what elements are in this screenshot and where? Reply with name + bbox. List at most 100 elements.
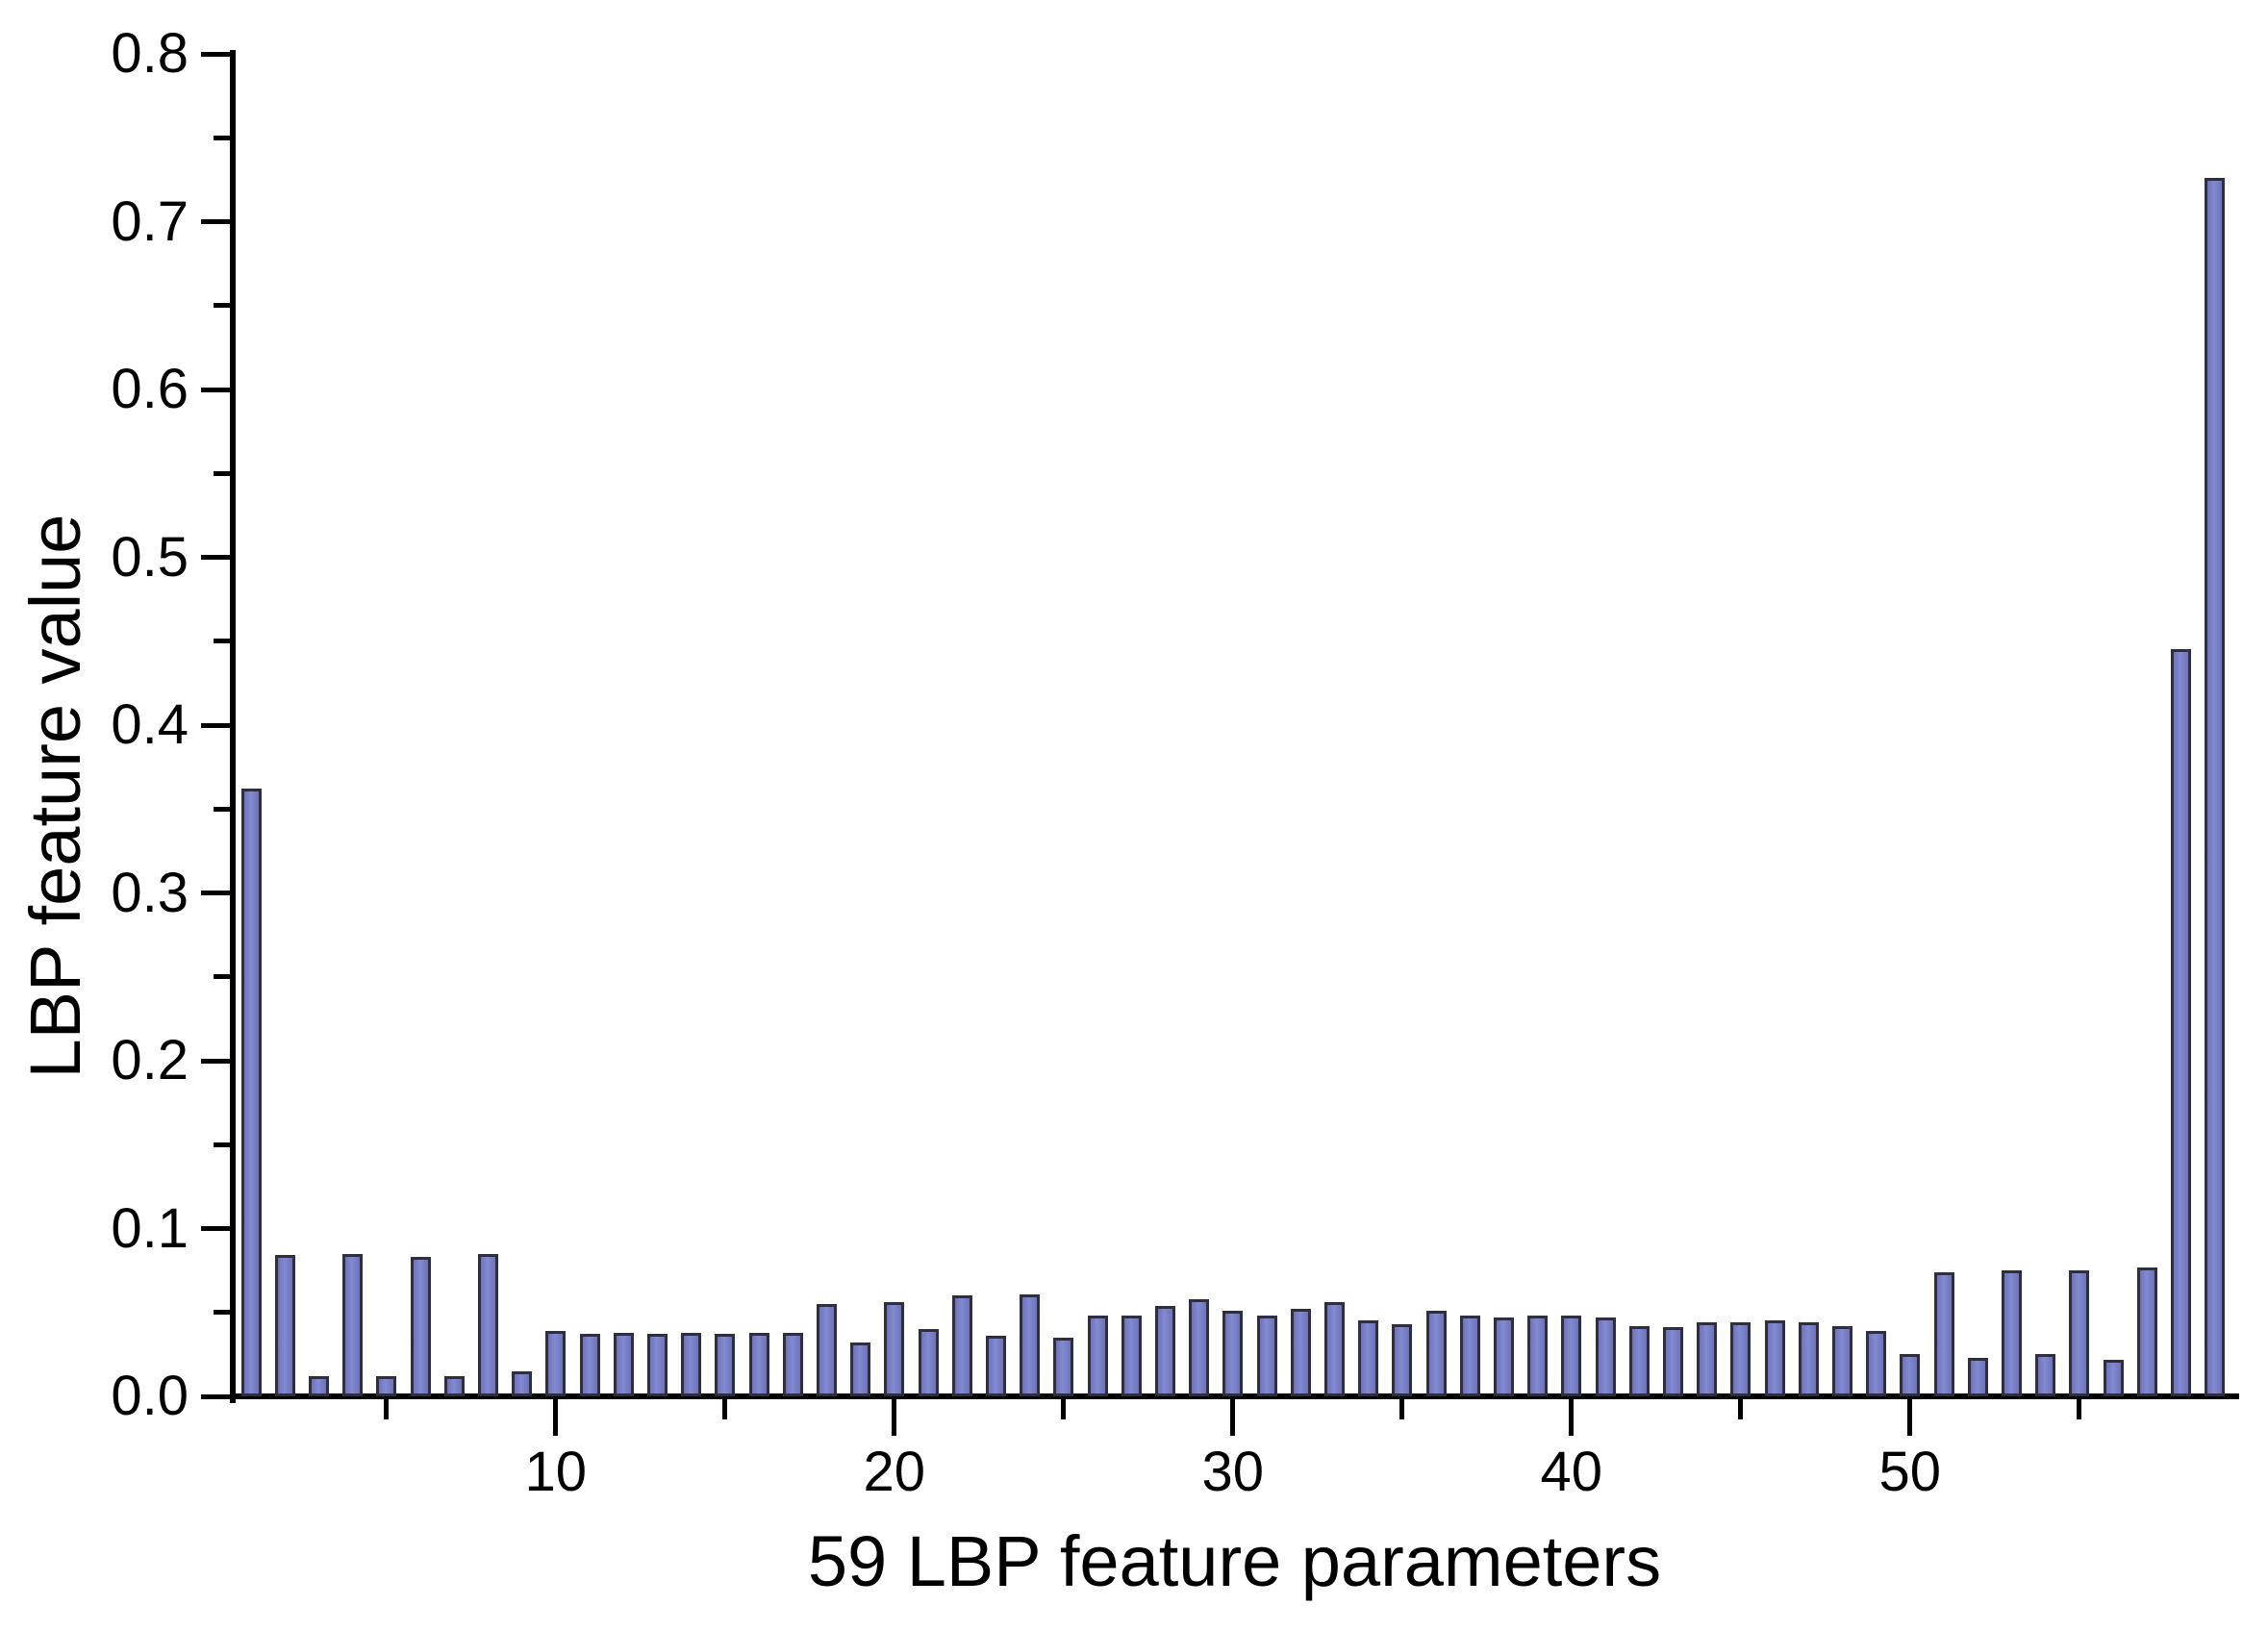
x-minor-tick <box>2077 1399 2082 1419</box>
y-tick-label: 0.6 <box>111 358 189 420</box>
y-tick-label: 0.8 <box>111 22 189 85</box>
bar <box>2205 178 2226 1396</box>
bar <box>884 1302 905 1396</box>
bar <box>748 1332 769 1396</box>
bar <box>2069 1270 2090 1396</box>
bar <box>1595 1317 1616 1396</box>
bar <box>951 1295 972 1396</box>
bar <box>1323 1302 1345 1396</box>
bar <box>1561 1316 1582 1396</box>
bar <box>1154 1305 1175 1396</box>
bar <box>646 1334 668 1396</box>
bar <box>681 1332 702 1396</box>
y-major-tick <box>201 1058 230 1064</box>
x-minor-tick <box>1738 1399 1744 1419</box>
bar <box>1053 1337 1074 1396</box>
bar <box>1290 1309 1311 1396</box>
y-major-tick <box>201 891 230 895</box>
bar <box>1662 1327 1683 1396</box>
y-major-tick <box>201 555 230 560</box>
y-minor-tick <box>214 806 230 812</box>
y-major-tick <box>201 51 230 57</box>
x-minor-tick <box>722 1399 728 1419</box>
bar <box>1798 1322 1819 1396</box>
bar <box>1697 1322 1718 1396</box>
y-axis-title: LBP feature value <box>15 514 95 1079</box>
bar <box>2136 1267 2157 1396</box>
bar <box>1256 1316 1277 1396</box>
bar <box>1933 1271 1954 1396</box>
bar <box>2001 1270 2022 1396</box>
bar <box>1087 1316 1108 1396</box>
bar <box>342 1253 364 1396</box>
y-minor-tick <box>214 1142 230 1147</box>
y-tick-label: 0.3 <box>111 861 189 924</box>
x-major-tick <box>1230 1399 1236 1436</box>
bar <box>1222 1311 1244 1396</box>
bar <box>1493 1317 1514 1396</box>
y-tick-label: 0.7 <box>111 189 189 253</box>
y-tick-label: 0.1 <box>111 1196 189 1260</box>
bar <box>477 1253 498 1396</box>
x-minor-tick <box>384 1399 390 1419</box>
bar <box>1967 1357 1988 1396</box>
x-major-tick <box>892 1399 897 1436</box>
bar <box>715 1334 736 1396</box>
x-axis-line <box>230 1393 2239 1399</box>
bar <box>1628 1325 1650 1396</box>
x-tick-label: 30 <box>1201 1441 1265 1503</box>
bar <box>1358 1320 1379 1396</box>
bar <box>1189 1298 1210 1396</box>
x-minor-tick <box>1061 1399 1067 1419</box>
bar <box>985 1336 1006 1396</box>
bar <box>410 1257 431 1396</box>
bar <box>613 1332 634 1396</box>
bar <box>1866 1330 1887 1396</box>
y-axis-line <box>230 50 236 1403</box>
bar <box>1020 1293 1041 1396</box>
x-tick-label: 50 <box>1878 1441 1942 1503</box>
y-minor-tick <box>214 470 230 476</box>
bar <box>376 1376 397 1396</box>
y-minor-tick <box>214 303 230 309</box>
y-major-tick <box>201 722 230 728</box>
x-tick-label: 40 <box>1540 1441 1603 1503</box>
y-major-tick <box>201 387 230 392</box>
bar <box>545 1330 567 1396</box>
bar <box>240 789 262 1396</box>
y-minor-tick <box>214 135 230 140</box>
bar <box>1392 1323 1413 1396</box>
x-tick-label: 20 <box>863 1441 926 1503</box>
bar <box>579 1334 600 1396</box>
bar <box>274 1255 295 1396</box>
bar <box>1459 1316 1480 1396</box>
x-tick-label: 10 <box>524 1441 588 1503</box>
x-axis-title: 59 LBP feature parameters <box>807 1521 1662 1601</box>
bar <box>443 1376 465 1396</box>
y-minor-tick <box>214 974 230 980</box>
bar <box>816 1304 837 1396</box>
y-tick-label: 0.0 <box>111 1365 189 1427</box>
y-tick-label: 0.4 <box>111 693 189 756</box>
y-minor-tick <box>214 1310 230 1316</box>
bar <box>2170 649 2191 1396</box>
bar <box>850 1342 871 1396</box>
bar <box>1730 1322 1751 1396</box>
x-minor-tick <box>1399 1399 1405 1419</box>
bar <box>1831 1325 1852 1396</box>
bar <box>1764 1320 1785 1396</box>
x-major-tick <box>1907 1399 1913 1436</box>
y-tick-label: 0.2 <box>111 1029 189 1092</box>
y-major-tick <box>201 1393 230 1399</box>
y-tick-label: 0.5 <box>111 525 189 589</box>
bar <box>1527 1316 1549 1396</box>
y-major-tick <box>201 1226 230 1231</box>
y-minor-tick <box>214 639 230 644</box>
bar <box>308 1376 329 1396</box>
bar <box>1121 1316 1142 1396</box>
bar <box>782 1332 803 1396</box>
y-major-tick <box>201 219 230 224</box>
bar <box>2103 1359 2124 1396</box>
x-major-tick <box>553 1399 559 1436</box>
